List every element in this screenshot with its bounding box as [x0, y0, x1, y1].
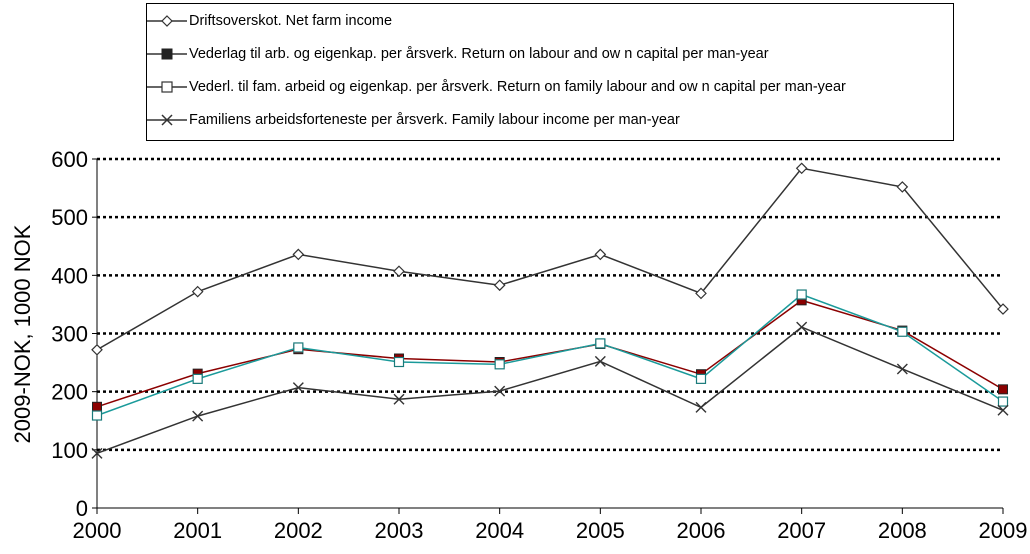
- y-tick-label: 0: [76, 496, 88, 521]
- gridlines: [97, 157, 1003, 452]
- data-point: [91, 447, 103, 459]
- data-point: [494, 385, 506, 397]
- data-point: [393, 356, 405, 368]
- data-point: [896, 181, 909, 193]
- legend-item-return-family-labour-capital: Vederl. til fam. arbeid og eigenkap. per…: [147, 77, 846, 97]
- legend-item-family-labour-income: Familiens arbeidsforteneste per årsverk.…: [147, 110, 680, 130]
- data-point: [393, 265, 405, 278]
- legend-marker-open-square-icon: [147, 81, 187, 93]
- legend-label: Vederlag til arb. og eigenkap. per årsve…: [189, 46, 769, 62]
- y-tick-label: 100: [51, 438, 88, 463]
- y-tick-labels: 0 100 200 300 400 500 600: [51, 147, 88, 521]
- data-point: [192, 410, 204, 422]
- series-line: [96, 326, 1004, 455]
- x-tick-label: 2006: [677, 518, 726, 543]
- legend-label: Familiens arbeidsforteneste per årsverk.…: [189, 112, 680, 128]
- data-point: [92, 401, 102, 412]
- y-tick-label: 600: [51, 147, 88, 172]
- data-point: [796, 321, 808, 333]
- series-group: [91, 162, 1009, 459]
- data-point: [997, 396, 1009, 407]
- axes: [92, 158, 1004, 514]
- x-tick-label: 2004: [475, 518, 524, 543]
- data-point: [998, 384, 1008, 395]
- legend-marker-diamond-icon: [147, 15, 187, 27]
- series-line: [96, 293, 1004, 417]
- y-tick-label: 400: [51, 263, 88, 288]
- x-tick-label: 2009: [979, 518, 1028, 543]
- data-point: [594, 355, 606, 367]
- data-point: [595, 338, 606, 349]
- x-tick-label: 2002: [274, 518, 323, 543]
- data-point: [795, 162, 808, 175]
- x-tick-label: 2003: [375, 518, 424, 543]
- y-tick-label: 200: [51, 380, 88, 405]
- legend-marker-x-icon: [147, 114, 187, 126]
- data-point: [695, 287, 707, 300]
- data-point: [896, 363, 908, 375]
- series-3: [91, 321, 1009, 459]
- data-point: [494, 359, 505, 370]
- legend-label: Vederl. til fam. arbeid og eigenkap. per…: [189, 79, 846, 95]
- legend: Driftsoverskot. Net farm income Vederlag…: [146, 3, 954, 141]
- y-tick-label: 300: [51, 322, 88, 347]
- y-tick-label: 500: [51, 205, 88, 230]
- data-point: [594, 248, 607, 261]
- data-point: [393, 393, 405, 405]
- data-point: [293, 342, 304, 353]
- series-line: [96, 167, 1004, 351]
- data-point: [997, 303, 1009, 315]
- legend-label: Driftsoverskot. Net farm income: [189, 13, 393, 29]
- x-tick-label: 2005: [576, 518, 625, 543]
- x-tick-label: 2007: [777, 518, 826, 543]
- data-point: [997, 404, 1009, 416]
- data-point: [91, 410, 103, 421]
- data-point: [493, 279, 506, 292]
- series-2: [91, 289, 1009, 421]
- legend-marker-filled-square-icon: [147, 48, 187, 60]
- data-point: [292, 382, 304, 394]
- data-point: [292, 248, 305, 261]
- x-tick-label: 2000: [73, 518, 122, 543]
- series-0: [91, 162, 1009, 356]
- x-tick-label: 2008: [878, 518, 927, 543]
- x-tick-labels: 2000 2001 2002 2003 2004 2005 2006 2007 2008 2009: [73, 518, 1028, 543]
- data-point: [191, 285, 204, 298]
- data-point: [796, 289, 807, 300]
- x-tick-label: 2001: [173, 518, 222, 543]
- legend-item-net-farm-income: Driftsoverskot. Net farm income: [147, 11, 392, 31]
- series-line: [96, 299, 1004, 408]
- legend-item-return-labour-capital: Vederlag til arb. og eigenkap. per årsve…: [147, 44, 769, 64]
- data-point: [695, 401, 707, 413]
- data-point: [91, 343, 103, 356]
- y-axis-title: 2009-NOK, 1000 NOK: [10, 224, 35, 443]
- data-point: [192, 373, 203, 384]
- data-point: [695, 373, 707, 384]
- data-point: [897, 326, 908, 337]
